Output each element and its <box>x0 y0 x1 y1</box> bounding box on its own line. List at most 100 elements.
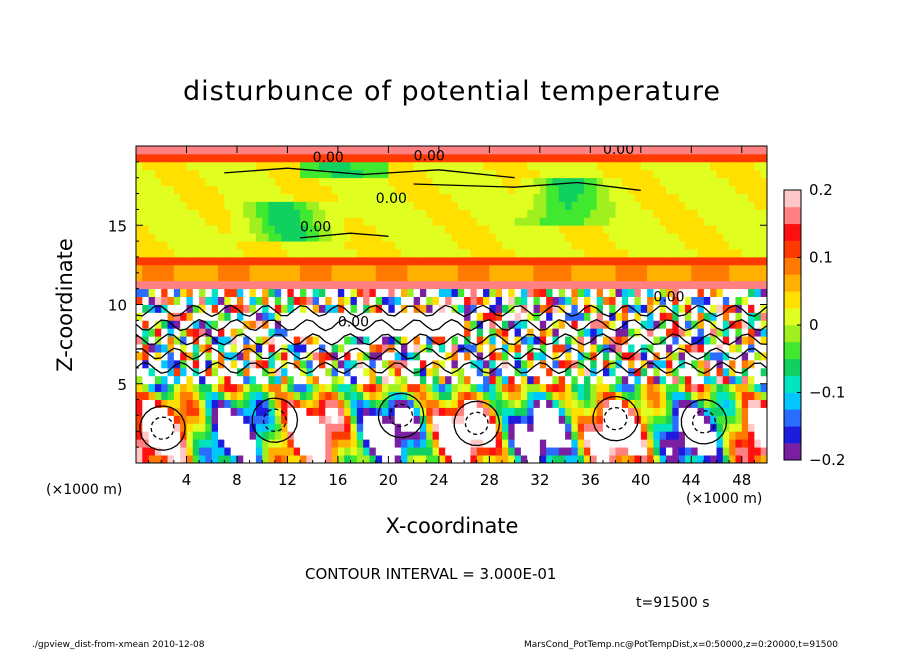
heatmap-cell <box>356 241 364 250</box>
heatmap-cell <box>710 328 717 337</box>
heatmap-cell <box>527 296 534 305</box>
heatmap-cell <box>312 161 320 171</box>
heatmap-cell <box>691 328 698 337</box>
heatmap-cell <box>287 225 295 234</box>
heatmap-cell <box>476 447 484 456</box>
heatmap-cell <box>255 256 263 266</box>
heatmap-cell <box>255 146 263 155</box>
heatmap-cell <box>199 383 206 393</box>
heatmap-cell <box>501 153 509 163</box>
heatmap-cell <box>565 352 572 361</box>
heatmap-cell <box>413 336 421 345</box>
heatmap-cell <box>236 185 244 194</box>
heatmap-cell <box>230 217 238 226</box>
heatmap-cell <box>249 447 257 456</box>
heatmap-cell <box>407 439 415 448</box>
heatmap-cell <box>224 312 232 321</box>
heatmap-cell <box>659 312 667 321</box>
heatmap-cell <box>615 225 623 234</box>
heatmap-cell <box>236 296 244 305</box>
heatmap-cell <box>729 296 736 305</box>
heatmap-cell <box>483 193 490 202</box>
heatmap-cell <box>173 415 181 424</box>
heatmap-cell <box>356 209 364 218</box>
heatmap-cell <box>445 161 452 171</box>
heatmap-cell <box>615 344 623 353</box>
heatmap-cell <box>325 161 333 171</box>
heatmap-cell <box>684 256 692 266</box>
heatmap-cell <box>722 288 730 297</box>
heatmap-cell <box>596 288 604 297</box>
heatmap-cell <box>300 447 307 456</box>
heatmap-cell <box>224 201 232 210</box>
heatmap-cell <box>678 352 686 361</box>
heatmap-cell <box>539 367 547 377</box>
heatmap-cell <box>666 146 673 155</box>
heatmap-cell <box>407 288 415 297</box>
heatmap-cell <box>401 161 408 171</box>
heatmap-cell <box>760 423 767 432</box>
heatmap-cell <box>438 185 446 194</box>
heatmap-cell <box>287 241 295 250</box>
heatmap-cell <box>318 336 326 345</box>
heatmap-cell <box>331 233 339 242</box>
heatmap-cell <box>173 169 181 179</box>
heatmap-cell <box>211 352 219 361</box>
heatmap-cell <box>249 367 257 377</box>
heatmap-cell <box>697 296 705 305</box>
heatmap-cell <box>527 233 534 242</box>
heatmap-cell <box>255 225 263 234</box>
heatmap-cell <box>691 193 698 202</box>
heatmap-cell <box>546 328 553 337</box>
heatmap-cell <box>684 233 692 242</box>
heatmap-cell <box>432 423 440 432</box>
heatmap-cell <box>407 320 415 329</box>
heatmap-cell <box>760 177 767 187</box>
heatmap-cell <box>337 415 345 424</box>
heatmap-cell <box>161 225 168 234</box>
heatmap-cell <box>401 431 408 440</box>
heatmap-cell <box>628 256 635 266</box>
heatmap-cell <box>653 264 661 274</box>
heatmap-cell <box>419 272 427 282</box>
heatmap-cell <box>142 177 150 187</box>
heatmap-cell <box>287 185 295 194</box>
heatmap-cell <box>331 423 339 432</box>
heatmap-cell <box>741 225 749 234</box>
heatmap-cell <box>312 328 320 337</box>
heatmap-cell <box>684 391 692 401</box>
heatmap-cell <box>457 431 465 440</box>
heatmap-cell <box>476 272 484 282</box>
heatmap-cell <box>483 272 490 282</box>
heatmap-cell <box>161 169 168 179</box>
heatmap-cell <box>281 146 288 155</box>
heatmap-cell <box>445 288 452 297</box>
heatmap-cell <box>609 312 616 321</box>
heatmap-cell <box>407 201 415 210</box>
heatmap-cell <box>167 288 175 297</box>
heatmap-cell <box>356 431 364 440</box>
heatmap-cell <box>697 328 705 337</box>
heatmap-cell <box>514 423 522 432</box>
heatmap-cell <box>546 375 553 385</box>
heatmap-cell <box>640 455 648 463</box>
heatmap-cell <box>520 407 528 416</box>
heatmap-cell <box>432 391 440 401</box>
heatmap-cell <box>539 201 547 210</box>
heatmap-cell <box>142 367 150 377</box>
heatmap-cell <box>350 272 358 282</box>
heatmap-cell <box>438 217 446 226</box>
heatmap-cell <box>419 447 427 456</box>
heatmap-cell <box>407 241 415 250</box>
heatmap-cell <box>369 241 377 250</box>
heatmap-cell <box>142 336 150 345</box>
heatmap-cell <box>457 185 465 194</box>
heatmap-cell <box>394 280 402 290</box>
heatmap-cell <box>602 193 610 202</box>
heatmap-cell <box>306 455 314 463</box>
heatmap-cell <box>369 375 377 385</box>
heatmap-cell <box>615 375 623 385</box>
heatmap-cell <box>401 177 408 187</box>
heatmap-cell <box>634 288 642 297</box>
heatmap-cell <box>142 431 150 440</box>
